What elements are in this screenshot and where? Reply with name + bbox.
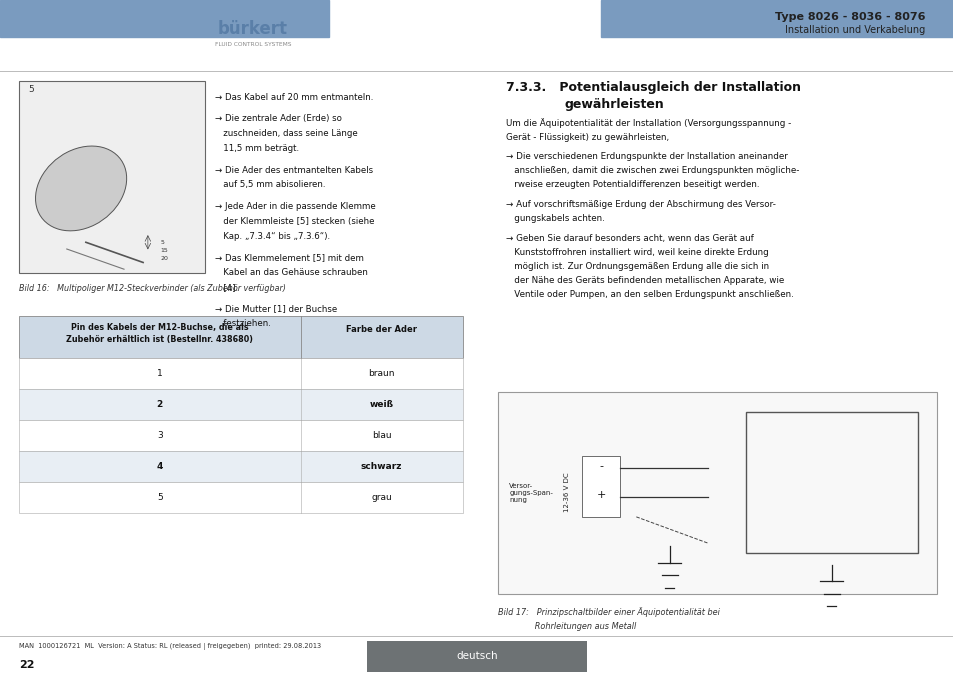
Text: 22: 22 bbox=[19, 660, 34, 670]
Text: grau: grau bbox=[371, 493, 392, 502]
Text: Type 8026 - 8036 - 8076: Type 8026 - 8036 - 8076 bbox=[774, 12, 924, 22]
Text: 20: 20 bbox=[160, 256, 168, 261]
Text: 5: 5 bbox=[160, 240, 164, 245]
Text: 11,5 mm beträgt.: 11,5 mm beträgt. bbox=[214, 144, 298, 153]
Bar bbox=[19, 358, 462, 389]
Bar bbox=[19, 81, 205, 273]
Text: → Die Mutter [1] der Buchse: → Die Mutter [1] der Buchse bbox=[214, 304, 336, 313]
Text: → Geben Sie darauf besonders acht, wenn das Gerät auf: → Geben Sie darauf besonders acht, wenn … bbox=[505, 234, 753, 242]
Text: → Auf vorschriftsmäßige Erdung der Abschirmung des Versor-: → Auf vorschriftsmäßige Erdung der Absch… bbox=[505, 200, 775, 209]
Bar bbox=[19, 482, 462, 513]
Text: 3: 3 bbox=[156, 431, 163, 440]
Text: → Die verschiedenen Erdungspunkte der Installation aneinander: → Die verschiedenen Erdungspunkte der In… bbox=[505, 152, 786, 161]
Text: gungskabels achten.: gungskabels achten. bbox=[505, 214, 604, 223]
Text: [4].: [4]. bbox=[214, 283, 237, 291]
Text: 12-36 V DC: 12-36 V DC bbox=[563, 473, 569, 512]
Bar bbox=[497, 392, 936, 594]
Text: → Jede Ader in die passende Klemme: → Jede Ader in die passende Klemme bbox=[214, 202, 375, 211]
Bar bbox=[600, 0, 953, 37]
Bar bbox=[0, 0, 329, 37]
Text: 1: 1 bbox=[156, 369, 163, 378]
Text: → Das Klemmelement [5] mit dem: → Das Klemmelement [5] mit dem bbox=[214, 253, 363, 262]
Text: bürkert: bürkert bbox=[217, 20, 288, 38]
Bar bbox=[19, 451, 462, 482]
Text: Farbe der Ader: Farbe der Ader bbox=[346, 324, 416, 334]
Text: 2: 2 bbox=[156, 400, 163, 409]
Bar bbox=[19, 316, 462, 358]
Text: 15: 15 bbox=[160, 248, 168, 253]
Text: weiß: weiß bbox=[369, 400, 394, 409]
Text: Kabel an das Gehäuse schrauben: Kabel an das Gehäuse schrauben bbox=[214, 268, 367, 277]
Text: möglich ist. Zur Ordnungsgemäßen Erdung alle die sich in: möglich ist. Zur Ordnungsgemäßen Erdung … bbox=[505, 262, 768, 271]
Text: Bild 16:   Multipoliger M12-Steckverbinder (als Zubehör verfügbar): Bild 16: Multipoliger M12-Steckverbinder… bbox=[19, 284, 286, 293]
Text: 4: 4 bbox=[156, 462, 163, 471]
Text: +: + bbox=[596, 490, 605, 499]
Text: → Die zentrale Ader (Erde) so: → Die zentrale Ader (Erde) so bbox=[214, 114, 341, 123]
Text: deutsch: deutsch bbox=[456, 651, 497, 661]
Text: Um die Äquipotentialität der Installation (Versorgungsspannung -: Um die Äquipotentialität der Installatio… bbox=[505, 118, 790, 129]
Text: braun: braun bbox=[368, 369, 395, 378]
Text: Bild 17:   Prinzipschaltbilder einer Äquipotentialität bei: Bild 17: Prinzipschaltbilder einer Äquip… bbox=[497, 607, 720, 617]
Text: → Das Kabel auf 20 mm entmanteln.: → Das Kabel auf 20 mm entmanteln. bbox=[214, 93, 373, 102]
Bar bbox=[745, 412, 917, 553]
Text: auf 5,5 mm abisolieren.: auf 5,5 mm abisolieren. bbox=[214, 180, 325, 189]
Text: der Klemmleiste [5] stecken (siehe: der Klemmleiste [5] stecken (siehe bbox=[214, 217, 374, 225]
Ellipse shape bbox=[35, 146, 127, 231]
Text: rweise erzeugten Potentialdifferenzen beseitigt werden.: rweise erzeugten Potentialdifferenzen be… bbox=[505, 180, 759, 189]
Text: gewährleisten: gewährleisten bbox=[564, 98, 664, 111]
Text: Ventile oder Pumpen, an den selben Erdungspunkt anschließen.: Ventile oder Pumpen, an den selben Erdun… bbox=[505, 290, 793, 299]
Text: Versor-
gungs-Span-
nung: Versor- gungs-Span- nung bbox=[509, 483, 553, 503]
Text: Kunststoffrohren installiert wird, weil keine direkte Erdung: Kunststoffrohren installiert wird, weil … bbox=[505, 248, 767, 256]
Text: Rohrleitungen aus Metall: Rohrleitungen aus Metall bbox=[497, 622, 636, 631]
Bar bbox=[19, 420, 462, 451]
Text: anschließen, damit die zwischen zwei Erdungspunkten mögliche-: anschließen, damit die zwischen zwei Erd… bbox=[505, 166, 799, 175]
Text: FLUID CONTROL SYSTEMS: FLUID CONTROL SYSTEMS bbox=[214, 42, 291, 47]
Text: der Nähe des Geräts befindenden metallischen Apparate, wie: der Nähe des Geräts befindenden metallis… bbox=[505, 276, 783, 285]
Text: Pin des Kabels der M12-Buchse, die als: Pin des Kabels der M12-Buchse, die als bbox=[71, 323, 249, 332]
Bar bbox=[581, 456, 619, 517]
Text: → Die Ader des entmantelten Kabels: → Die Ader des entmantelten Kabels bbox=[214, 166, 373, 174]
Text: Gerät - Flüssigkeit) zu gewährleisten,: Gerät - Flüssigkeit) zu gewährleisten, bbox=[505, 133, 668, 142]
Text: blau: blau bbox=[372, 431, 391, 440]
Text: zuschneiden, dass seine Länge: zuschneiden, dass seine Länge bbox=[214, 129, 357, 138]
Text: schwarz: schwarz bbox=[360, 462, 402, 471]
Text: Installation und Verkabelung: Installation und Verkabelung bbox=[784, 25, 924, 35]
Text: festziehen.: festziehen. bbox=[214, 319, 271, 328]
Bar bbox=[367, 641, 586, 672]
Text: 7.3.3.   Potentialausgleich der Installation: 7.3.3. Potentialausgleich der Installati… bbox=[505, 81, 800, 94]
Text: 5: 5 bbox=[156, 493, 163, 502]
Text: MAN  1000126721  ML  Version: A Status: RL (released | freigegeben)  printed: 29: MAN 1000126721 ML Version: A Status: RL … bbox=[19, 643, 321, 650]
Bar bbox=[19, 389, 462, 420]
Text: 5: 5 bbox=[29, 85, 34, 94]
Text: Kap. „7.3.4“ bis „7.3.6“).: Kap. „7.3.4“ bis „7.3.6“). bbox=[214, 232, 330, 240]
Text: -: - bbox=[598, 462, 602, 471]
Text: Zubehör erhältlich ist (Bestellnr. 438680): Zubehör erhältlich ist (Bestellnr. 43868… bbox=[66, 335, 253, 344]
